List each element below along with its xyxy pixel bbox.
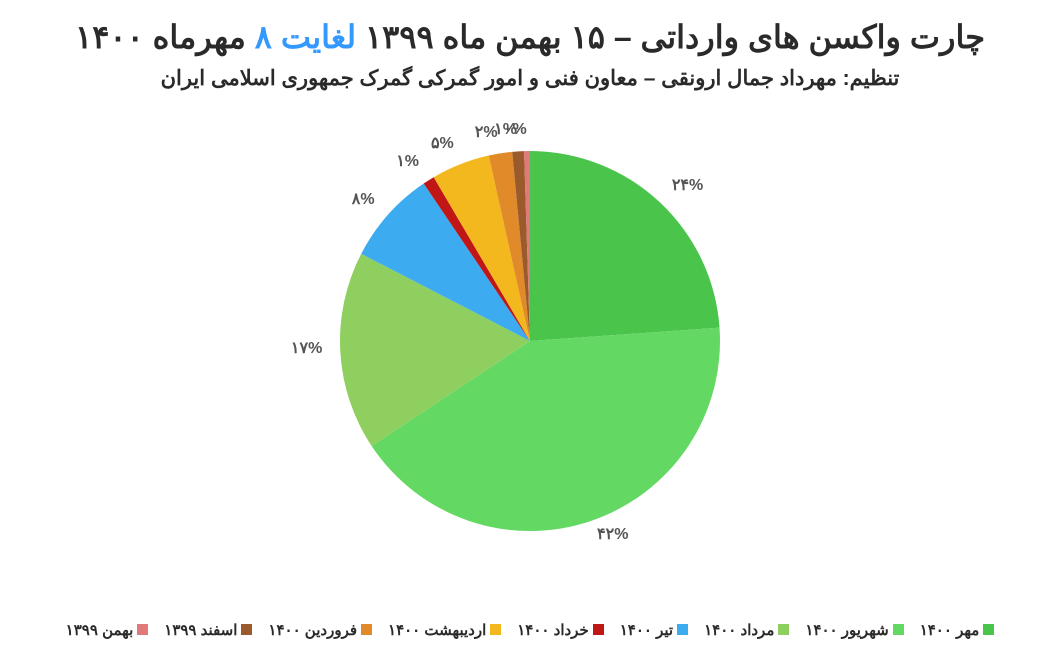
slice-label: ۱۷%: [291, 338, 322, 358]
legend-label: مرداد ۱۴۰۰: [704, 621, 774, 639]
legend-label: اسفند ۱۳۹۹: [164, 621, 237, 639]
legend-item: شهریور ۱۴۰۰: [805, 621, 903, 639]
legend-item: تیر ۱۴۰۰: [620, 621, 688, 639]
legend-label: شهریور ۱۴۰۰: [805, 621, 888, 639]
pie-chart: ۲۴%۴۲%۱۷%۸%۱%۵%۲%۱%۰%: [0, 101, 1060, 581]
title-seg3: مهرماه ۱۴۰۰: [75, 19, 246, 55]
legend-swatch: [137, 624, 148, 635]
page-title: چارت واکسن های وارداتی – ۱۵ بهمن ماه ۱۳۹…: [0, 18, 1060, 56]
legend-swatch: [983, 624, 994, 635]
legend-swatch: [241, 624, 252, 635]
legend-label: تیر ۱۴۰۰: [620, 621, 673, 639]
slice-label: ۱%: [396, 151, 419, 171]
legend-item: اسفند ۱۳۹۹: [164, 621, 252, 639]
subtitle: تنظیم: مهرداد جمال ارونقی – معاون فنی و …: [0, 66, 1060, 91]
slice-label: ۲۴%: [672, 175, 703, 195]
legend-label: خرداد ۱۴۰۰: [517, 621, 588, 639]
slice-label: ۵%: [431, 133, 454, 153]
slice-label: ۸%: [352, 189, 375, 209]
header: چارت واکسن های وارداتی – ۱۵ بهمن ماه ۱۳۹…: [0, 0, 1060, 91]
legend-item: فروردین ۱۴۰۰: [268, 621, 372, 639]
legend-item: خرداد ۱۴۰۰: [517, 621, 603, 639]
legend-label: اردیبهشت ۱۴۰۰: [388, 621, 486, 639]
legend-label: بهمن ۱۳۹۹: [66, 621, 134, 639]
legend-item: اردیبهشت ۱۴۰۰: [388, 621, 501, 639]
legend-label: فروردین ۱۴۰۰: [268, 621, 357, 639]
legend-swatch: [490, 624, 501, 635]
legend-swatch: [778, 624, 789, 635]
legend: مهر ۱۴۰۰ شهریور ۱۴۰۰ مرداد ۱۴۰۰ تیر ۱۴۰۰ خرد…: [0, 621, 1060, 640]
legend-label: مهر ۱۴۰۰: [920, 621, 980, 639]
legend-item: بهمن ۱۳۹۹: [66, 621, 149, 639]
legend-swatch: [361, 624, 372, 635]
legend-swatch: [677, 624, 688, 635]
slice-label: ۰%: [504, 119, 527, 139]
title-seg2: لغایت ۸: [246, 19, 356, 55]
title-seg1: چارت واکسن های وارداتی – ۱۵ بهمن ماه ۱۳۹…: [356, 19, 985, 55]
slice-label: ۴۲%: [597, 524, 628, 544]
legend-item: مهر ۱۴۰۰: [920, 621, 995, 639]
legend-item: مرداد ۱۴۰۰: [704, 621, 789, 639]
legend-swatch: [593, 624, 604, 635]
legend-swatch: [893, 624, 904, 635]
